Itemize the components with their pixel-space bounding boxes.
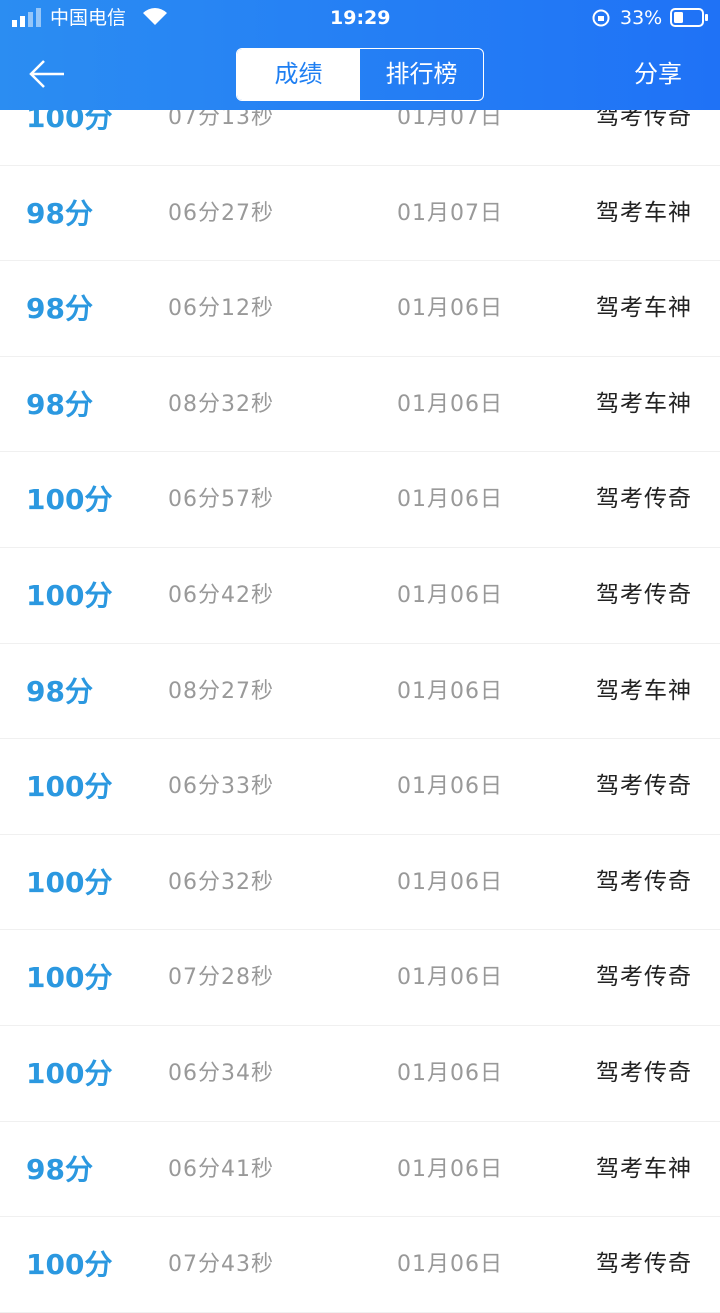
title: 驾考传奇 — [596, 1251, 692, 1278]
duration: 08分27秒 — [168, 678, 274, 704]
title: 驾考传奇 — [596, 1059, 692, 1086]
date: 01月06日 — [397, 774, 503, 800]
score: 98分 — [26, 1152, 93, 1186]
record-row: 100分 06分33秒 01月06日 驾考传奇 — [0, 739, 720, 835]
header: 中国电信 19:29 33% 成绩 排行榜 分享 — [0, 0, 720, 110]
score: 100分 — [26, 578, 113, 612]
carrier: 中国电信 — [50, 7, 127, 29]
score: 98分 — [26, 674, 93, 708]
battery-percent: 33% — [620, 7, 663, 29]
duration: 07分43秒 — [168, 1252, 274, 1278]
duration: 08分32秒 — [168, 391, 274, 417]
battery-icon — [670, 8, 708, 27]
date: 01月06日 — [397, 965, 503, 991]
record-row: 98分 08分32秒 01月06日 驾考车神 — [0, 357, 720, 453]
score: 100分 — [26, 1248, 113, 1282]
lock-icon — [592, 9, 610, 27]
date: 01月06日 — [397, 678, 503, 704]
date: 01月06日 — [397, 582, 503, 608]
score: 100分 — [26, 865, 113, 899]
duration: 06分34秒 — [168, 1060, 274, 1086]
record-row: 100分 06分57秒 01月06日 驾考传奇 — [0, 452, 720, 548]
tab-ranking[interactable]: 排行榜 — [385, 60, 458, 88]
date: 01月07日 — [397, 200, 503, 226]
signal-icon — [12, 8, 41, 27]
title: 驾考传奇 — [596, 773, 692, 800]
record-row: 100分 07分43秒 01月06日 驾考传奇 — [0, 1217, 720, 1313]
tab-score[interactable]: 成绩 — [237, 49, 360, 100]
record-row: 100分 06分42秒 01月06日 驾考传奇 — [0, 548, 720, 644]
title: 驾考车神 — [596, 1155, 692, 1182]
score: 98分 — [26, 196, 93, 230]
date: 01月06日 — [397, 1252, 503, 1278]
record-list: 100分 07分13秒 01月07日 驾考传奇 98分 06分27秒 01月07日 驾考车神 9… — [0, 70, 720, 1313]
title: 驾考车神 — [596, 677, 692, 704]
score: 98分 — [26, 292, 93, 326]
duration: 06分27秒 — [168, 200, 274, 226]
date: 01月06日 — [397, 296, 503, 322]
title: 驾考传奇 — [596, 581, 692, 608]
title: 驾考车神 — [596, 390, 692, 417]
title: 驾考车神 — [596, 199, 692, 226]
record-row: 100分 07分28秒 01月06日 驾考传奇 — [0, 930, 720, 1026]
record-row: 98分 06分41秒 01月06日 驾考车神 — [0, 1122, 720, 1218]
score: 100分 — [26, 961, 113, 995]
clock: 19:29 — [330, 7, 391, 29]
title: 驾考传奇 — [596, 486, 692, 513]
duration: 06分33秒 — [168, 774, 274, 800]
duration: 06分42秒 — [168, 582, 274, 608]
share-button[interactable]: 分享 — [634, 60, 682, 88]
score: 100分 — [26, 483, 113, 517]
date: 01月06日 — [397, 1060, 503, 1086]
date: 01月06日 — [397, 487, 503, 513]
tab-switch: 成绩 排行榜 — [236, 48, 484, 101]
record-row: 98分 06分27秒 01月07日 驾考车神 — [0, 166, 720, 262]
duration: 06分57秒 — [168, 487, 274, 513]
record-row: 100分 06分34秒 01月06日 驾考传奇 — [0, 1026, 720, 1122]
back-button[interactable] — [28, 56, 68, 92]
record-row: 100分 06分32秒 01月06日 驾考传奇 — [0, 835, 720, 931]
duration: 06分41秒 — [168, 1156, 274, 1182]
record-row: 98分 06分12秒 01月06日 驾考车神 — [0, 261, 720, 357]
title: 驾考传奇 — [596, 964, 692, 991]
score: 100分 — [26, 1056, 113, 1090]
duration: 06分12秒 — [168, 296, 274, 322]
score: 100分 — [26, 770, 113, 804]
date: 01月06日 — [397, 869, 503, 895]
duration: 07分28秒 — [168, 965, 274, 991]
title: 驾考传奇 — [596, 868, 692, 895]
date: 01月06日 — [397, 391, 503, 417]
title: 驾考车神 — [596, 295, 692, 322]
duration: 06分32秒 — [168, 869, 274, 895]
score: 98分 — [26, 387, 93, 421]
record-row: 98分 08分27秒 01月06日 驾考车神 — [0, 644, 720, 740]
wifi-icon — [143, 8, 167, 25]
date: 01月06日 — [397, 1156, 503, 1182]
